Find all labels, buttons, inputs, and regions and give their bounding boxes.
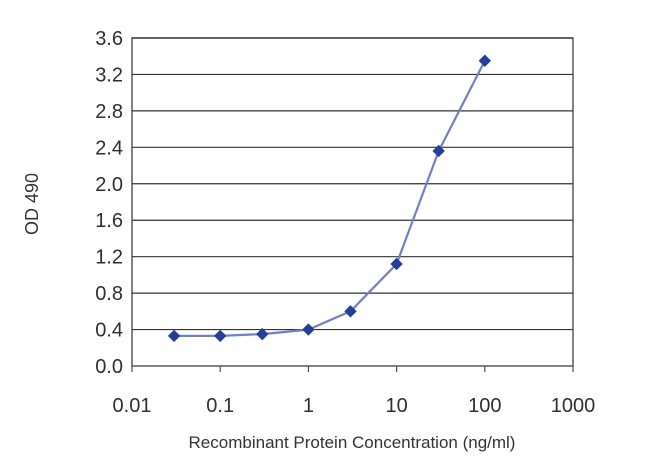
x-tick-label: 10 — [385, 395, 407, 417]
series-line — [173, 59, 486, 337]
data-point — [432, 144, 445, 158]
x-tick-label: 1000 — [551, 395, 596, 417]
data-points — [167, 54, 492, 343]
x-tick-labels: 0.01 0.1 1 10 100 1000 — [113, 366, 596, 417]
x-tick-label: 0.01 — [113, 395, 152, 417]
data-point — [390, 257, 403, 271]
y-tick-label: 3.6 — [95, 28, 123, 50]
y-grid-lines — [132, 37, 573, 331]
x-axis-label: Recombinant Protein Concentration (ng/ml… — [189, 433, 516, 452]
data-point — [344, 305, 357, 318]
y-tick-labels: 0.0 0.4 0.8 1.2 1.6 2.0 2.4 2.8 3.2 3.6 — [95, 28, 123, 378]
data-point — [167, 329, 181, 343]
data-point — [478, 54, 492, 67]
y-tick-label: 1.2 — [95, 247, 123, 269]
y-tick-label: 2.4 — [95, 137, 123, 159]
y-tick-label: 0.8 — [95, 283, 123, 305]
data-point — [302, 323, 315, 336]
data-point — [213, 329, 227, 343]
y-tick-label: 0.0 — [95, 356, 123, 378]
y-tick-label: 0.4 — [95, 320, 123, 342]
x-tick-label: 0.1 — [206, 395, 234, 417]
y-tick-label: 3.2 — [95, 64, 123, 86]
y-axis-label: OD 490 — [22, 173, 42, 235]
plot-area — [131, 37, 574, 367]
x-tick-label: 100 — [468, 395, 501, 417]
data-point — [256, 327, 269, 341]
y-tick-label: 2.0 — [95, 174, 123, 196]
y-tick-label: 2.8 — [95, 101, 123, 123]
x-tick-label: 1 — [303, 395, 314, 417]
y-tick-label: 1.6 — [95, 210, 123, 232]
